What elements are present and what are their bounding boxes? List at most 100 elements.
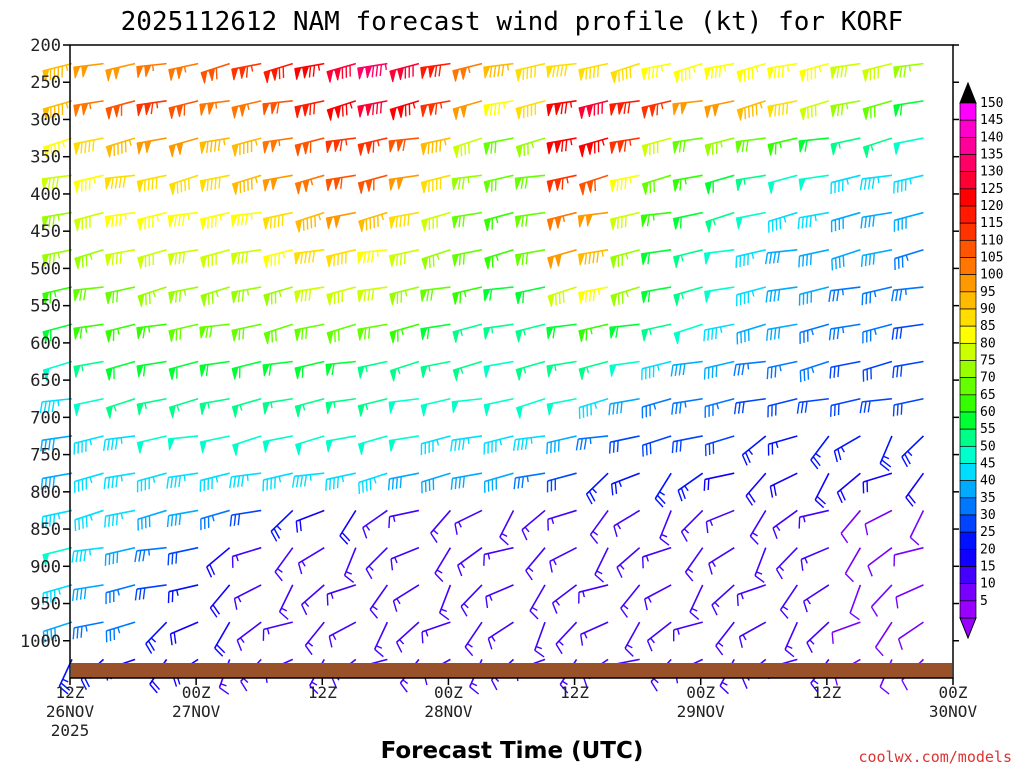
wind-barb xyxy=(779,584,798,619)
wind-barb xyxy=(578,323,609,342)
wind-barb xyxy=(677,472,704,502)
wind-barb xyxy=(136,62,167,78)
wind-barb xyxy=(199,397,230,415)
wind-barb xyxy=(136,360,167,378)
y-tick-label: 500 xyxy=(30,259,61,279)
wind-barb xyxy=(74,249,104,270)
wind-barb xyxy=(733,397,766,415)
wind-barb xyxy=(326,584,357,606)
wind-barb xyxy=(41,211,73,229)
wind-barb xyxy=(262,621,293,641)
wind-barb xyxy=(326,286,357,306)
wind-barb xyxy=(230,211,262,227)
wind-barb xyxy=(105,137,136,158)
wind-barb xyxy=(137,286,167,307)
wind-barb xyxy=(200,286,230,307)
wind-barb xyxy=(74,509,104,532)
wind-barb xyxy=(105,360,136,381)
wind-barb xyxy=(764,248,798,265)
wind-barb xyxy=(136,211,167,231)
wind-barb xyxy=(689,584,704,621)
wind-barb xyxy=(295,509,325,533)
x-tick-label: 12Z xyxy=(812,683,841,702)
wind-barb xyxy=(620,584,641,618)
wind-barb xyxy=(42,360,73,381)
colorbar-swatch xyxy=(959,583,977,602)
wind-barb xyxy=(294,360,325,380)
ground-terrain xyxy=(71,663,952,678)
colorbar-label: 45 xyxy=(980,457,996,472)
colorbar-label: 135 xyxy=(980,148,1003,163)
wind-barb xyxy=(230,249,262,266)
wind-barb xyxy=(40,472,73,490)
colorbar-label: 75 xyxy=(980,354,996,369)
wind-barb xyxy=(547,286,577,307)
wind-barb xyxy=(874,621,893,657)
wind-barb xyxy=(388,211,420,229)
wind-barb xyxy=(294,62,325,80)
wind-barb xyxy=(765,286,798,303)
wind-barb xyxy=(263,286,293,307)
wind-barb xyxy=(641,435,672,457)
wind-barb xyxy=(73,323,104,340)
wind-barb xyxy=(199,137,230,154)
wind-barb xyxy=(798,174,829,191)
wind-barb xyxy=(395,621,420,653)
colorbar-swatch xyxy=(959,119,977,138)
wind-barb xyxy=(231,62,262,81)
wind-barb xyxy=(42,286,73,305)
colorbar-label: 30 xyxy=(980,508,996,523)
colorbar-swatch xyxy=(959,308,977,327)
wind-barb xyxy=(262,397,293,415)
wind-barb xyxy=(546,211,577,231)
wind-barb xyxy=(167,249,199,266)
wind-barb xyxy=(294,435,325,456)
wind-barb xyxy=(295,211,325,233)
wind-barb xyxy=(512,435,546,452)
credit-text[interactable]: coolwx.com/models xyxy=(858,748,1012,766)
wind-barb xyxy=(547,509,577,531)
wind-barb xyxy=(362,509,388,539)
x-tick-label: 00Z xyxy=(182,683,211,702)
wind-barb xyxy=(862,472,893,494)
wind-barb xyxy=(358,211,388,232)
wind-barb xyxy=(483,546,514,566)
wind-barb xyxy=(703,249,735,265)
wind-barb xyxy=(799,323,830,344)
wind-barb xyxy=(294,137,325,157)
wind-barb xyxy=(810,435,830,470)
wind-barb xyxy=(767,62,798,80)
wind-barb xyxy=(357,360,388,379)
wind-barb xyxy=(73,286,104,302)
wind-barb xyxy=(641,360,672,381)
wind-barb xyxy=(767,174,798,194)
colorbar-label: 65 xyxy=(980,388,996,403)
wind-barb xyxy=(895,584,924,609)
colorbar-label: 25 xyxy=(980,525,996,540)
wind-barb xyxy=(231,286,262,304)
wind-barb xyxy=(867,547,893,577)
wind-barb xyxy=(483,286,514,302)
plot-frame xyxy=(69,44,954,679)
colorbar-swatch xyxy=(959,463,977,482)
wind-barb xyxy=(136,100,167,117)
wind-barb xyxy=(105,286,136,305)
wind-barb xyxy=(451,174,483,191)
wind-barb xyxy=(294,174,325,195)
wind-barb xyxy=(738,621,767,648)
wind-barb xyxy=(450,435,483,452)
wind-barb xyxy=(659,510,672,546)
wind-barb xyxy=(166,472,199,489)
wind-barb xyxy=(672,211,703,230)
wind-barb xyxy=(893,137,924,155)
wind-barb xyxy=(483,323,514,340)
wind-barb xyxy=(610,472,640,496)
wind-barb xyxy=(514,249,546,266)
wind-barb xyxy=(830,100,861,118)
wind-barb xyxy=(879,435,893,472)
wind-barb xyxy=(388,435,420,452)
wind-barb xyxy=(168,323,199,342)
wind-barb xyxy=(578,397,609,419)
wind-barb xyxy=(844,547,862,583)
